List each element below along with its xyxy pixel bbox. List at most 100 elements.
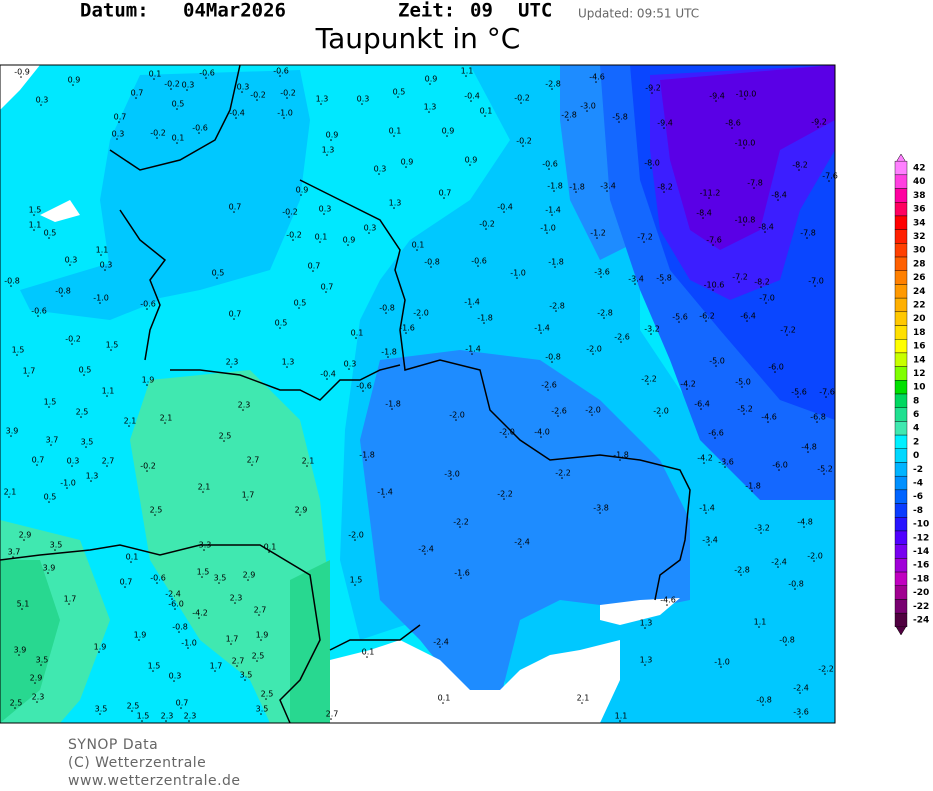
legend-swatch [894, 585, 908, 600]
station-dot [483, 322, 485, 324]
contour-area [20, 260, 160, 320]
station-dot [256, 99, 258, 101]
station-dot [251, 464, 253, 466]
station-dot [503, 211, 505, 213]
station-value: -3.4 [702, 536, 718, 545]
station-value: -1.4 [545, 206, 561, 215]
station-dot [813, 560, 815, 562]
station-value: -0.6 [31, 307, 47, 316]
station-dot [391, 408, 393, 410]
station-value: -1.0 [60, 479, 76, 488]
legend-label: 8 [913, 396, 919, 406]
station-value: -4.8 [797, 518, 813, 527]
station-value: 0.5 [294, 299, 307, 308]
station-value: -1.4 [699, 504, 715, 513]
station-dot [460, 577, 462, 579]
station-value: -3.4 [628, 275, 644, 284]
station-value: -8.2 [754, 278, 770, 287]
station-dot [71, 465, 73, 467]
station-dot [777, 566, 779, 568]
station-dot [202, 491, 204, 493]
station-value: -0.4 [497, 203, 513, 212]
station-value: 2.3 [161, 712, 174, 721]
station-value: 0.1 [172, 134, 185, 143]
station-value: 1.5 [148, 662, 161, 671]
station-value: -5.0 [709, 357, 725, 366]
station-value: 0.1 [264, 543, 277, 552]
station-value: -0.2 [282, 208, 298, 217]
timezone: UTC [518, 0, 552, 22]
station-value: -7.2 [637, 233, 653, 242]
station-dot [662, 282, 664, 284]
legend-swatch [894, 407, 908, 422]
station-value: 1.5 [350, 576, 363, 585]
station-dot [720, 666, 722, 668]
station-dot [540, 436, 542, 438]
station-dot [188, 720, 190, 722]
station-dot [72, 84, 74, 86]
station-value: -6.4 [694, 400, 710, 409]
station-dot [99, 302, 101, 304]
station-dot [176, 142, 178, 144]
station-dot [124, 586, 126, 588]
legend-label: -6 [913, 492, 923, 502]
station-value: 2.9 [19, 531, 32, 540]
station-dot [575, 191, 577, 193]
station-value: 2.7 [102, 457, 115, 466]
station-value: 0.1 [362, 648, 375, 657]
station-dot [443, 197, 445, 199]
station-dot [165, 720, 167, 722]
station-dot [258, 614, 260, 616]
station-value: -3.8 [593, 504, 609, 513]
station-dot [764, 231, 766, 233]
legend-swatch [894, 475, 908, 491]
station-dot [176, 108, 178, 110]
station-dot [430, 266, 432, 268]
station-dot [825, 396, 827, 398]
station-value: -1.8 [359, 451, 375, 460]
station-value: -2.2 [453, 518, 469, 527]
station-dot [516, 277, 518, 279]
station-value: -2.8 [734, 566, 750, 575]
station-value: 1.3 [424, 103, 437, 112]
station-value: 5.1 [17, 600, 30, 609]
station-value: -9.4 [709, 92, 725, 101]
station-dot [146, 308, 148, 310]
station-value: 1.5 [137, 712, 150, 721]
station-dot [325, 291, 327, 293]
updated: Updated: 09:51 UTC [578, 7, 699, 21]
station-value: -8.2 [657, 183, 673, 192]
station-dot [442, 702, 444, 704]
station-dot [557, 415, 559, 417]
station-value: -2.2 [818, 665, 834, 674]
station-value: 0.3 [182, 81, 195, 90]
station-value: 1.3 [322, 146, 335, 155]
station-value: 3.5 [50, 541, 63, 550]
legend-swatch [894, 380, 908, 395]
station-value: 0.3 [112, 130, 125, 139]
station-value: -0.2 [280, 89, 296, 98]
station-value: 0.5 [79, 366, 92, 375]
station-value: 0.7 [321, 283, 334, 292]
station-dot [828, 180, 830, 182]
border [299, 179, 691, 601]
station-value: -6.2 [699, 312, 715, 321]
station-value: -2.4 [514, 538, 530, 547]
station-dot [347, 244, 349, 246]
station-dot [355, 337, 357, 339]
station-dot [201, 576, 203, 578]
station-dot [216, 277, 218, 279]
station-dot [586, 110, 588, 112]
station-value: 0.5 [172, 100, 185, 109]
station-dot [152, 670, 154, 672]
station-value: 0.9 [465, 156, 478, 165]
station-dot [153, 78, 155, 80]
station-dot [85, 446, 87, 448]
legend-swatch [894, 229, 908, 244]
station-dot [292, 239, 294, 241]
station-value: -7.0 [759, 294, 775, 303]
station-dot [419, 317, 421, 319]
station-dot [138, 639, 140, 641]
station-dot [555, 310, 557, 312]
station-value: 2.7 [326, 710, 339, 719]
